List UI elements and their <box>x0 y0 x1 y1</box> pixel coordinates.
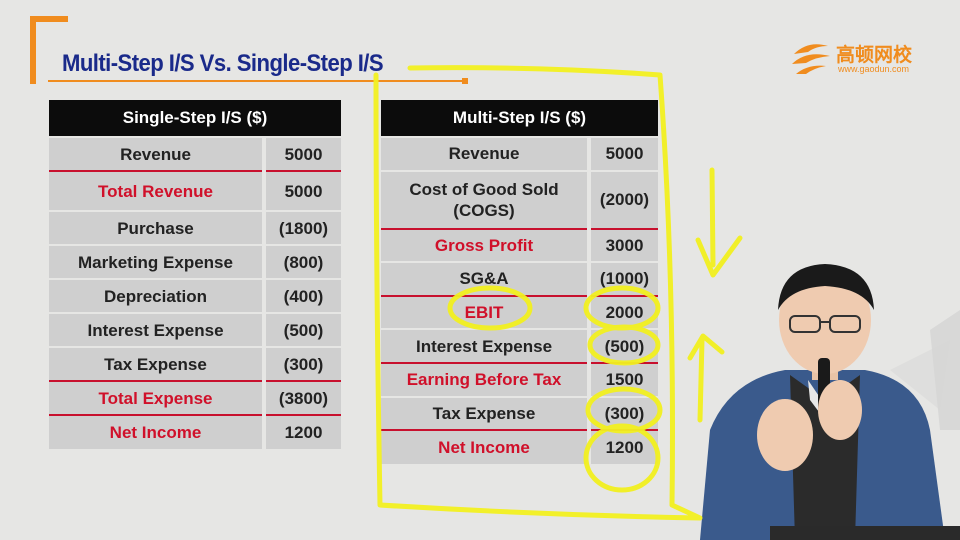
table-row: Purchase (1800) <box>49 210 341 245</box>
table-row: Tax Expense (300) <box>49 346 341 381</box>
table-row: Depreciation (400) <box>49 278 341 313</box>
row-label: Tax Expense <box>381 395 589 431</box>
row-value: (800) <box>262 244 341 279</box>
table-row: Interest Expense (500) <box>381 328 658 363</box>
row-label: Gross Profit <box>381 227 589 263</box>
title-underline-dot <box>462 78 468 84</box>
table-row: Revenue 5000 <box>49 136 341 171</box>
row-label: Interest Expense <box>381 328 589 363</box>
row-value: (1000) <box>587 261 658 296</box>
table-row: EBIT 2000 <box>381 294 658 330</box>
row-value: (500) <box>262 312 341 347</box>
row-value: 1200 <box>587 429 658 464</box>
row-value: 3000 <box>587 227 658 263</box>
row-label: Revenue <box>381 136 589 171</box>
row-label: Earning Before Tax <box>381 361 589 397</box>
row-value: (500) <box>587 328 658 363</box>
row-label: Marketing Expense <box>49 244 264 279</box>
logo-name: 高顿网校 <box>836 44 913 66</box>
table-row: Net Income 1200 <box>381 429 658 464</box>
table-row: Revenue 5000 <box>381 136 658 171</box>
multi-step-table: Multi-Step I/S ($) Revenue 5000 Cost of … <box>381 100 658 464</box>
table-row: Net Income 1200 <box>49 414 341 449</box>
single-step-header: Single-Step I/S ($) <box>49 100 341 137</box>
row-value: 5000 <box>587 136 658 171</box>
row-value: 5000 <box>262 170 341 211</box>
row-label: Cost of Good Sold (COGS) <box>381 169 589 229</box>
table-row: SG&A (1000) <box>381 261 658 296</box>
table-row: Total Expense (3800) <box>49 380 341 415</box>
table-row: Total Revenue 5000 <box>49 170 341 211</box>
row-label: Total Revenue <box>49 170 264 211</box>
row-label: Net Income <box>381 429 589 464</box>
row-value: (1800) <box>262 210 341 245</box>
row-value: (3800) <box>262 380 341 415</box>
table-row: Tax Expense (300) <box>381 395 658 431</box>
row-label: SG&A <box>381 261 589 296</box>
row-value: (300) <box>587 395 658 431</box>
row-value: 5000 <box>262 136 341 171</box>
row-label: Depreciation <box>49 278 264 313</box>
table-row: Gross Profit 3000 <box>381 227 658 263</box>
single-step-table: Single-Step I/S ($) Revenue 5000 Total R… <box>49 100 341 449</box>
row-value: (2000) <box>587 169 658 229</box>
row-label: Revenue <box>49 136 264 171</box>
table-row: Interest Expense (500) <box>49 312 341 347</box>
row-label: Interest Expense <box>49 312 264 347</box>
row-label: Net Income <box>49 414 264 449</box>
table-row: Cost of Good Sold (COGS) (2000) <box>381 169 658 229</box>
gaodun-logo-icon <box>792 44 830 74</box>
slide-title: Multi-Step I/S Vs. Single-Step I/S <box>62 50 384 77</box>
table-row: Marketing Expense (800) <box>49 244 341 279</box>
row-label: EBIT <box>381 294 589 330</box>
row-value: 2000 <box>587 294 658 330</box>
presenter-video-overlay <box>700 264 960 540</box>
row-value: 1200 <box>262 414 341 449</box>
row-label: Tax Expense <box>49 346 264 381</box>
row-value: 1500 <box>587 361 658 397</box>
logo-url: www.gaodun.com <box>838 64 910 74</box>
row-value: (400) <box>262 278 341 313</box>
multi-step-header: Multi-Step I/S ($) <box>381 100 658 137</box>
row-label: Purchase <box>49 210 264 245</box>
gaodun-logo: 高顿网校 www.gaodun.com <box>790 36 930 80</box>
row-value: (300) <box>262 346 341 381</box>
title-underline <box>48 80 466 82</box>
title-bracket-decoration <box>30 16 68 84</box>
row-label: Total Expense <box>49 380 264 415</box>
table-row: Earning Before Tax 1500 <box>381 361 658 397</box>
